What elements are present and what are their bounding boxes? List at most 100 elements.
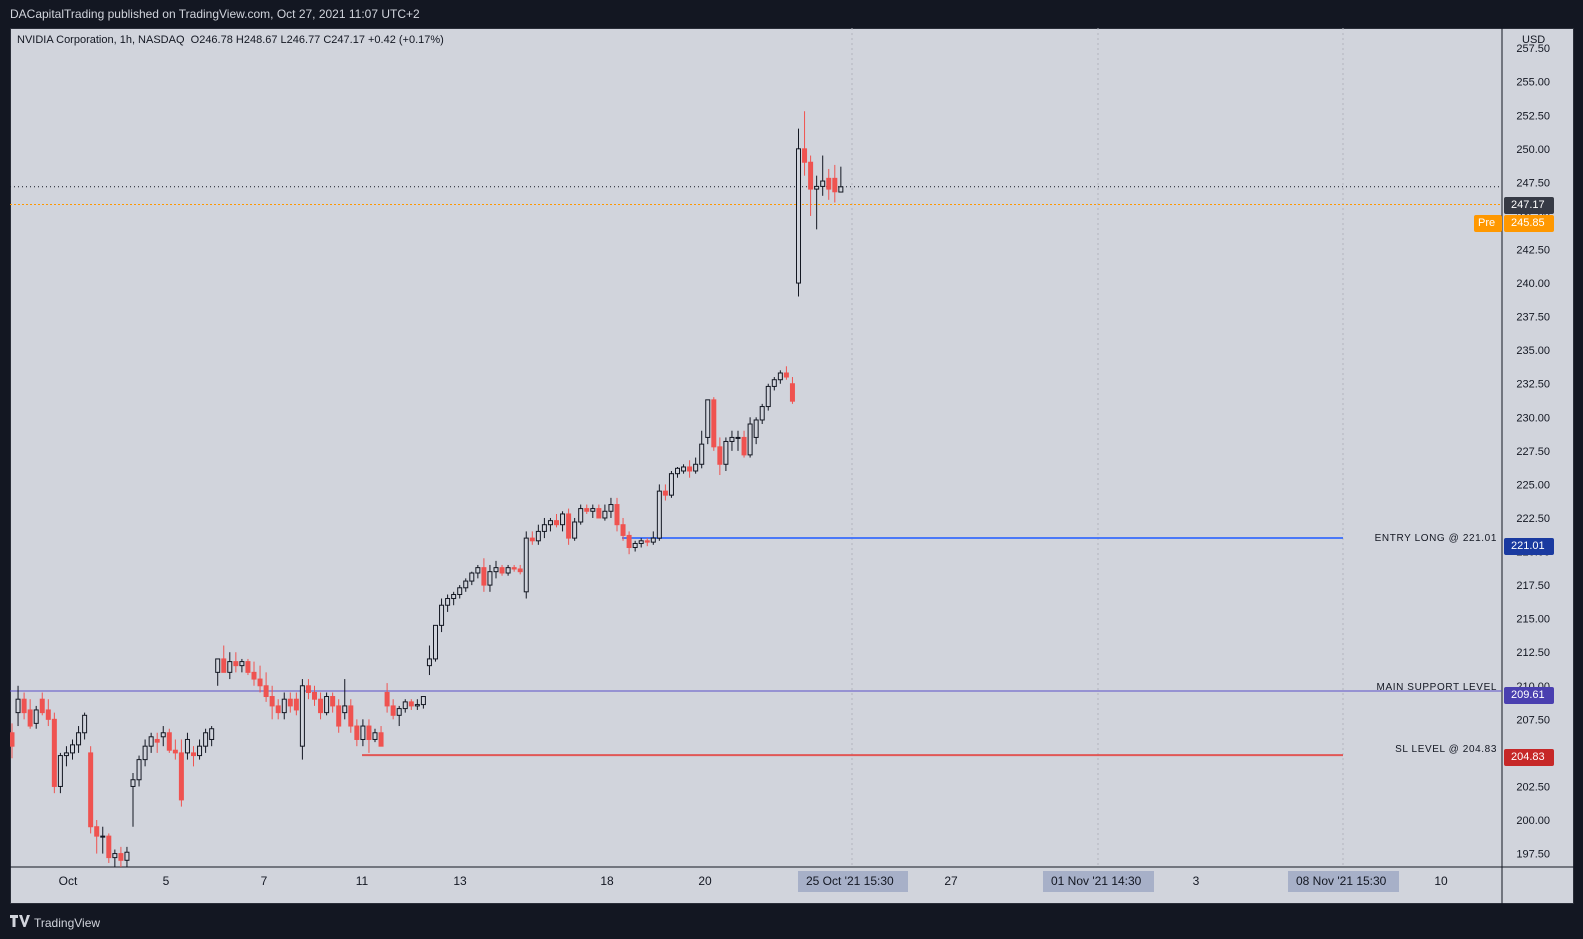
last-price-label: 247.17 xyxy=(1504,197,1554,214)
candle-body xyxy=(197,745,203,757)
symbol-name[interactable]: NVIDIA Corporation, 1h, NASDAQ xyxy=(17,34,185,46)
y-tick-label: 230.00 xyxy=(1516,412,1550,424)
y-tick-label: 250.00 xyxy=(1516,144,1550,156)
candle-body xyxy=(33,709,39,724)
candle-body xyxy=(747,423,753,456)
price-chart[interactable]: 197.50200.00202.50205.00207.50210.00212.… xyxy=(10,28,1574,904)
candle-body xyxy=(305,685,311,693)
candle-body xyxy=(675,467,680,475)
candle-body xyxy=(614,504,620,526)
time-axis-highlight-b: 01 Nov '21 14:30 xyxy=(1043,871,1154,892)
candle-body xyxy=(632,542,638,549)
candle-body xyxy=(505,567,511,574)
candle-body xyxy=(57,755,63,787)
candle-body xyxy=(626,534,632,549)
candle-body xyxy=(130,779,136,787)
candle-body xyxy=(535,530,541,542)
candle-body xyxy=(148,736,154,747)
candle-body xyxy=(681,466,687,472)
tradingview-logo[interactable]: TradingView xyxy=(10,915,100,930)
candle-body xyxy=(608,504,614,512)
candle-body xyxy=(372,732,378,740)
candle-body xyxy=(529,537,535,542)
x-tick-label: 20 xyxy=(698,874,712,888)
y-tick-label: 212.50 xyxy=(1516,647,1550,659)
candle-body xyxy=(578,508,584,523)
candle-body xyxy=(263,685,269,698)
candle-body xyxy=(644,540,650,543)
candle-body xyxy=(160,732,166,738)
x-tick-label: 13 xyxy=(453,874,467,888)
candle-body xyxy=(76,732,82,746)
ohlc-values: O246.78 H248.67 L246.77 C247.17 +0.42 (+… xyxy=(190,34,444,46)
candle-body xyxy=(203,732,209,747)
candle-body xyxy=(70,744,75,754)
candle-body xyxy=(360,725,366,740)
candle-body xyxy=(154,738,160,743)
x-tick-label: 5 xyxy=(163,874,170,888)
candle-body xyxy=(27,709,33,727)
premarket-tag: Pre xyxy=(1474,215,1502,232)
candle-body xyxy=(82,714,88,734)
time-axis-highlight-c: 08 Nov '21 15:30 xyxy=(1288,871,1399,892)
candle-body xyxy=(10,732,15,747)
candle-body xyxy=(687,466,693,472)
time-axis-highlight-a: 25 Oct '21 15:30 xyxy=(798,871,908,892)
candle-body xyxy=(142,745,148,761)
candle-body xyxy=(554,520,559,526)
candle-body xyxy=(251,671,257,680)
candle-body xyxy=(227,661,233,673)
candle-body xyxy=(378,732,384,747)
candle-body xyxy=(257,678,263,687)
candle-body xyxy=(832,177,838,193)
candle-body xyxy=(245,661,251,673)
candle-body xyxy=(814,185,820,190)
candle-body xyxy=(590,508,596,512)
candle-body xyxy=(789,383,795,402)
candle-body xyxy=(668,473,674,496)
y-tick-label: 225.00 xyxy=(1516,479,1550,491)
premarket-price-label: 245.85 xyxy=(1504,215,1554,232)
candle-body xyxy=(184,738,190,754)
candle-body xyxy=(15,698,21,714)
candle-body xyxy=(354,725,360,740)
candle-body xyxy=(838,186,844,193)
sl-price-label: 204.83 xyxy=(1504,749,1554,766)
candle-body xyxy=(475,567,481,574)
candle-body xyxy=(402,701,408,710)
candle-body xyxy=(63,752,69,757)
y-tick-label: 252.50 xyxy=(1516,110,1550,122)
candle-body xyxy=(463,580,469,589)
entry-line-label: ENTRY LONG @ 221.01 xyxy=(1374,533,1497,544)
y-tick-label: 222.50 xyxy=(1516,513,1550,525)
support-line-label: MAIN SUPPORT LEVEL xyxy=(1376,682,1497,693)
chart-pane[interactable] xyxy=(10,28,1574,904)
x-tick-label: 18 xyxy=(600,874,614,888)
currency-label[interactable]: USD xyxy=(1522,34,1546,46)
candle-body xyxy=(390,705,396,716)
candle-body xyxy=(124,851,130,861)
x-tick-label: 3 xyxy=(1193,874,1200,888)
y-tick-label: 237.50 xyxy=(1516,312,1550,324)
candle-body xyxy=(481,567,487,586)
candle-body xyxy=(348,705,354,727)
candle-body xyxy=(384,691,390,707)
tradingview-brand-text: TradingView xyxy=(34,915,101,930)
symbol-legend: NVIDIA Corporation, 1h, NASDAQ O246.78 H… xyxy=(17,34,444,46)
x-tick-label: 7 xyxy=(261,874,268,888)
y-tick-label: 247.50 xyxy=(1516,177,1550,189)
candle-body xyxy=(723,440,729,465)
candle-body xyxy=(166,732,172,751)
candle-body xyxy=(717,446,723,465)
candle-body xyxy=(560,513,566,526)
candle-body xyxy=(433,624,438,660)
candle-body xyxy=(584,508,590,512)
candle-body xyxy=(711,399,717,448)
x-tick-label: 27 xyxy=(944,874,958,888)
candle-body xyxy=(638,540,644,544)
support-price-label: 209.61 xyxy=(1504,687,1554,704)
x-tick-label: Oct xyxy=(59,874,78,888)
candle-body xyxy=(112,853,118,859)
candle-body xyxy=(499,567,505,574)
candle-body xyxy=(100,835,106,838)
